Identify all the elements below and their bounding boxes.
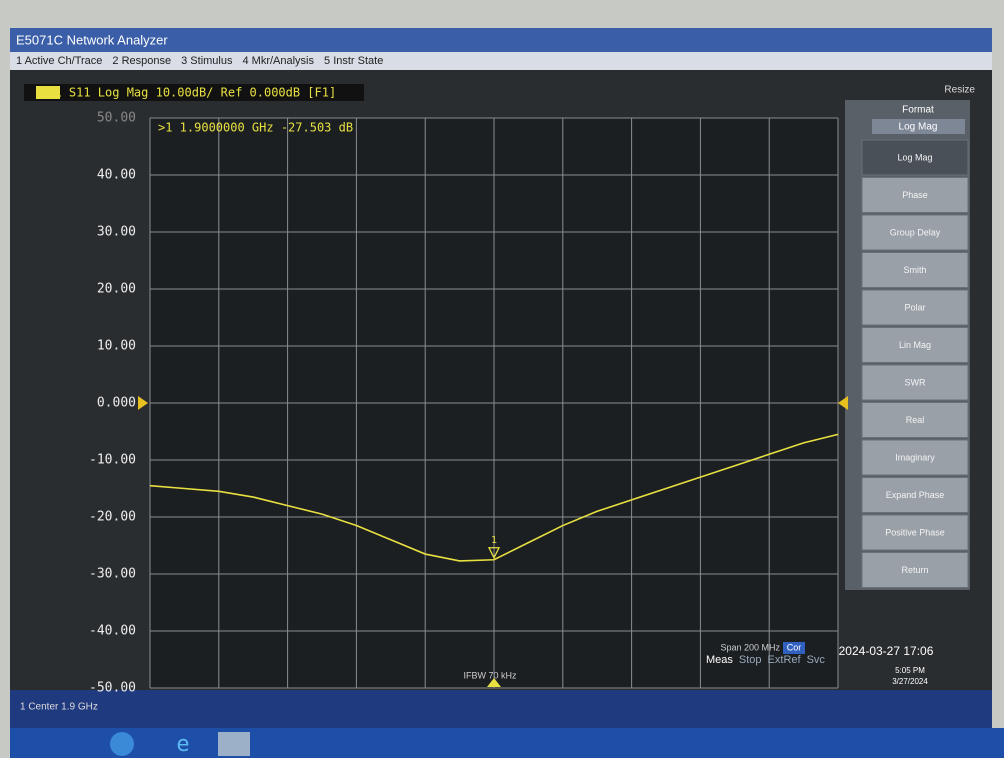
marker-stimulus-arrow — [487, 678, 501, 687]
softkey[interactable] — [861, 514, 969, 551]
span-label: Span 200 MHz — [720, 642, 780, 652]
status-item[interactable]: Svc — [807, 654, 826, 666]
center-label: 1 Center 1.9 GHz — [20, 702, 98, 713]
softkey-current: Log Mag — [899, 122, 938, 133]
softkey[interactable] — [861, 214, 969, 251]
menu-item[interactable]: 5 Instr State — [324, 55, 383, 67]
softkey-label: SWR — [905, 377, 926, 387]
softkey[interactable] — [861, 252, 969, 288]
trace-header-bg — [24, 84, 364, 101]
browser-icon[interactable]: e — [176, 732, 189, 757]
softkey[interactable] — [861, 289, 969, 326]
y-tick-label: -40.00 — [89, 624, 136, 639]
softkey[interactable] — [861, 552, 969, 588]
ref-arrow-left — [138, 396, 148, 410]
cor-badge — [783, 642, 805, 654]
y-tick-label: 0.000 — [97, 396, 136, 411]
softkey-label: Log Mag — [897, 152, 932, 162]
softkey[interactable] — [861, 177, 969, 213]
status-item[interactable]: Stop — [739, 654, 762, 666]
softkey-title: Format — [902, 105, 934, 116]
menu-item[interactable]: 1 Active Ch/Trace — [16, 55, 102, 67]
menu-item[interactable]: 2 Response — [112, 55, 171, 67]
softkey[interactable] — [861, 139, 969, 176]
ref-arrow-right — [838, 396, 848, 410]
y-tick-label: -10.00 — [89, 453, 136, 468]
menu-item[interactable]: 4 Mkr/Analysis — [242, 55, 314, 67]
softkey[interactable] — [861, 477, 969, 513]
y-tick-label: -30.00 — [89, 567, 136, 582]
start-button[interactable] — [110, 732, 134, 756]
softkey-label: Real — [906, 415, 925, 425]
tray-date: 3/27/2024 — [892, 677, 928, 686]
y-tick-label: 20.00 — [97, 282, 136, 297]
resize-button[interactable]: Resize — [944, 85, 975, 96]
y-tick-label: -50.00 — [89, 681, 136, 696]
title-bar — [10, 28, 992, 52]
y-tick-label: 50.00 — [97, 111, 136, 126]
softkey-label: Imaginary — [895, 452, 935, 462]
y-tick-label: 40.00 — [97, 168, 136, 183]
menu-bar — [10, 52, 992, 70]
ifbw-label: IFBW 70 kHz — [463, 670, 517, 680]
status-item[interactable]: ExtRef — [768, 654, 802, 666]
status-datetime: 2024-03-27 17:06 — [839, 644, 934, 658]
status-bar — [10, 690, 992, 728]
softkey[interactable] — [861, 364, 969, 401]
softkey-label: Lin Mag — [899, 340, 931, 350]
app-icon[interactable] — [218, 732, 250, 756]
softkey-label: Return — [901, 565, 928, 575]
tray-time: 5:05 PM — [895, 666, 925, 675]
trace-badge — [36, 86, 60, 99]
y-tick-label: 10.00 — [97, 339, 136, 354]
marker-label: 1 — [491, 535, 497, 546]
cor-label: Cor — [787, 642, 802, 652]
y-tick-label: -20.00 — [89, 510, 136, 525]
softkey-current-bg — [872, 119, 965, 134]
trace-header: Tr1 S11 Log Mag 10.00dB/ Ref 0.000dB [F1… — [40, 86, 336, 100]
softkey-label: Group Delay — [890, 227, 941, 237]
softkey-label: Smith — [903, 265, 926, 275]
y-tick-label: 30.00 — [97, 225, 136, 240]
menu-item[interactable]: 3 Stimulus — [181, 55, 233, 67]
status-item[interactable]: Meas — [706, 654, 733, 666]
softkey-label: Positive Phase — [885, 527, 945, 537]
marker-readout: >1 1.9000000 GHz -27.503 dB — [158, 121, 353, 135]
softkey[interactable] — [861, 327, 969, 363]
softkey[interactable] — [861, 402, 969, 438]
softkey-label: Expand Phase — [886, 490, 945, 500]
taskbar — [10, 728, 1004, 758]
softkey[interactable] — [861, 439, 969, 476]
marker — [487, 547, 501, 560]
window-title: E5071C Network Analyzer — [16, 32, 168, 47]
softkey-label: Polar — [904, 302, 925, 312]
softkey-label: Phase — [902, 190, 928, 200]
trace — [149, 433, 839, 562]
